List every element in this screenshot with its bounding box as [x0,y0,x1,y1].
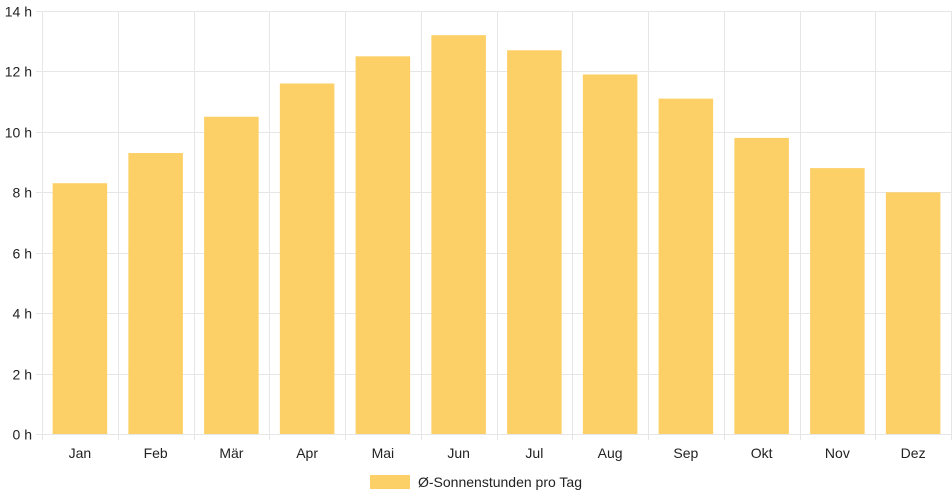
y-tick-label: 2 h [13,367,32,383]
bar[interactable] [279,83,335,434]
x-tick-label: Jun [447,445,470,461]
y-tick-label: 8 h [13,185,32,201]
y-tick-label: 14 h [5,4,32,20]
x-tick-label: Feb [144,445,168,461]
x-tick-label: Jan [69,445,92,461]
y-tick-label: 10 h [5,125,32,141]
grid-layer [36,11,952,440]
x-axis-ticks: Jan Feb Mär Apr Mai Jun Jul Aug Sep Okt Nov Dez [69,445,926,461]
y-tick-label: 12 h [5,64,32,80]
bar[interactable] [658,98,714,434]
bar[interactable] [885,192,941,434]
bar[interactable] [355,56,411,434]
bar[interactable] [204,116,259,434]
bar[interactable] [734,137,789,434]
legend-label: Ø-Sonnenstunden pro Tag [418,474,582,490]
x-tick-label: Mär [219,445,243,461]
x-tick-label: Apr [296,445,318,461]
legend-swatch [370,475,410,489]
x-tick-label: Dez [901,445,926,461]
bar[interactable] [507,50,562,435]
x-tick-label: Nov [825,445,850,461]
x-tick-label: Mai [372,445,395,461]
x-tick-label: Sep [673,445,698,461]
x-tick-label: Aug [598,445,623,461]
bar[interactable] [128,153,183,434]
legend[interactable]: Ø-Sonnenstunden pro Tag [370,474,582,490]
x-tick-label: Jul [525,445,543,461]
y-tick-label: 6 h [13,246,32,262]
bar[interactable] [582,74,638,434]
x-tick-label: Okt [751,445,773,461]
bar[interactable] [431,35,486,435]
y-tick-label: 4 h [13,306,32,322]
bar-layer [52,35,941,435]
bar[interactable] [810,168,865,434]
bar[interactable] [52,183,108,434]
y-tick-label: 0 h [13,427,32,443]
y-axis-ticks: 0 h 2 h 4 h 6 h 8 h 10 h 12 h 14 h [5,4,32,443]
